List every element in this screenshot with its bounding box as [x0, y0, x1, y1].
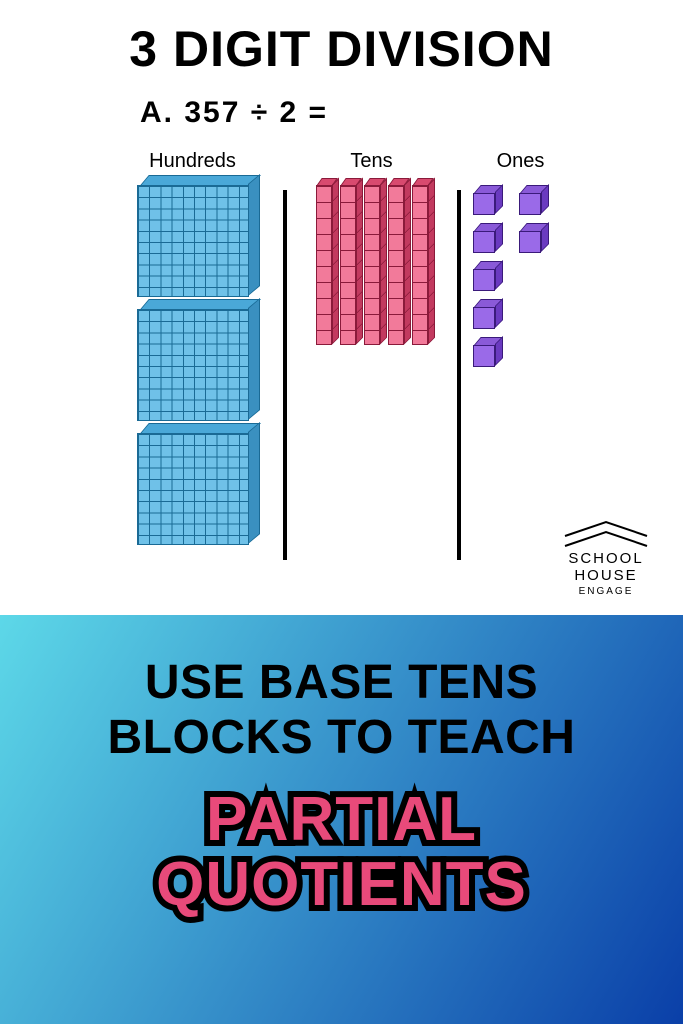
tens-blocks: [287, 185, 457, 345]
ten-rod: [412, 185, 428, 345]
top-panel: 3 DIGIT DIVISION A. 357 ÷ 2 = Hundreds T…: [0, 0, 683, 615]
ten-rod: [388, 185, 404, 345]
ten-rod: [340, 185, 356, 345]
ones-label: Ones: [461, 150, 581, 173]
place-value-chart: Hundreds Tens Ones: [0, 150, 683, 580]
bottom-panel: USE BASE TENS BLOCKS TO TEACH PARTIALPAR…: [0, 615, 683, 1024]
roof-icon: [561, 520, 651, 548]
tens-column: Tens: [287, 150, 457, 345]
one-cube: [519, 193, 541, 215]
hundreds-column: Hundreds: [103, 150, 283, 545]
one-cube: [473, 269, 495, 291]
ten-rod: [364, 185, 380, 345]
equation: A. 357 ÷ 2 =: [140, 96, 683, 130]
hundred-block: [137, 433, 249, 545]
hundreds-blocks: [103, 185, 283, 545]
bottom-line2: BLOCKS TO TEACH: [20, 710, 663, 765]
tens-label: Tens: [287, 150, 457, 173]
logo-line2: HOUSE: [551, 567, 661, 584]
main-title: 3 DIGIT DIVISION: [0, 20, 683, 78]
hundred-block: [137, 309, 249, 421]
one-cube: [519, 231, 541, 253]
one-cube: [473, 193, 495, 215]
one-cube: [473, 345, 495, 367]
one-cube: [473, 231, 495, 253]
brand-logo: SCHOOL HOUSE ENGAGE: [551, 520, 661, 597]
bottom-line1: USE BASE TENS: [20, 655, 663, 710]
ten-rod: [316, 185, 332, 345]
one-cube: [473, 307, 495, 329]
highlight-word2: QUOTIENTSQUOTIENTS: [20, 852, 663, 917]
ones-column: Ones: [461, 150, 581, 385]
logo-line3: ENGAGE: [551, 586, 661, 597]
bottom-highlight: PARTIALPARTIAL QUOTIENTSQUOTIENTS: [20, 787, 663, 917]
hundreds-label: Hundreds: [103, 150, 283, 173]
ones-blocks: [461, 185, 581, 385]
highlight-word1: PARTIALPARTIAL: [20, 787, 663, 852]
logo-line1: SCHOOL: [551, 550, 661, 567]
hundred-block: [137, 185, 249, 297]
